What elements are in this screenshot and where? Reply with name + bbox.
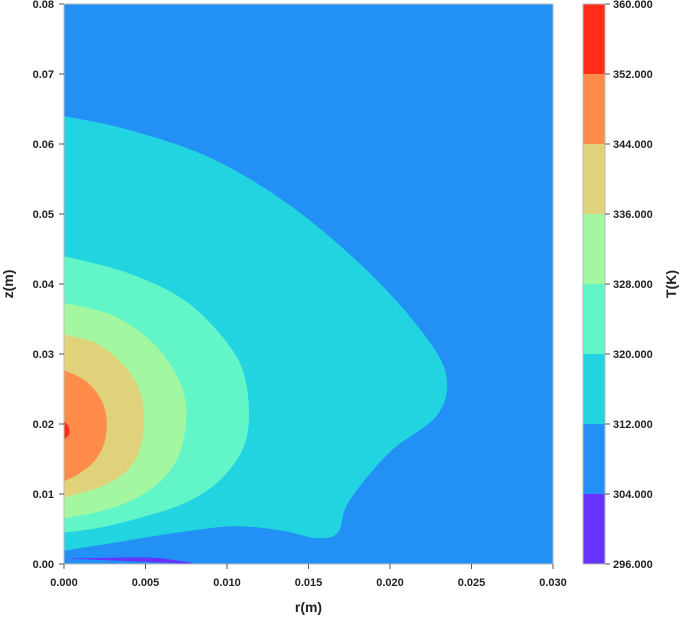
colorbar-tick-label: 304.000	[613, 489, 653, 501]
colorbar-swatch	[583, 4, 605, 74]
colorbar-tick-label: 312.000	[613, 419, 653, 431]
colorbar-swatch	[583, 214, 605, 284]
x-tick-label: 0.030	[539, 577, 567, 589]
x-axis: 0.000 0.005 0.010 0.015 0.020 0.025 0.030	[50, 564, 567, 589]
x-tick-label: 0.025	[458, 577, 486, 589]
colorbar-swatch	[583, 144, 605, 214]
x-tick-label: 0.010	[213, 577, 241, 589]
colorbar-swatch	[583, 284, 605, 354]
y-axis-label: z(m)	[0, 270, 16, 299]
x-tick-label: 0.000	[50, 577, 78, 589]
contour-band-352-360	[64, 420, 70, 440]
colorbar-tick-label: 336.000	[613, 209, 653, 221]
colorbar-tick-label: 296.000	[613, 559, 653, 571]
colorbar-tick-label: 328.000	[613, 279, 653, 291]
y-tick-label: 0.00	[33, 559, 54, 571]
x-axis-label: r(m)	[295, 599, 322, 615]
x-tick-label: 0.005	[132, 577, 160, 589]
y-tick-label: 0.08	[33, 0, 54, 11]
colorbar-tick-label: 352.000	[613, 69, 653, 81]
y-tick-label: 0.01	[33, 489, 54, 501]
colorbar-swatch	[583, 74, 605, 144]
contour-fill-layer	[64, 4, 553, 564]
x-tick-label: 0.015	[295, 577, 323, 589]
y-tick-label: 0.05	[33, 209, 54, 221]
colorbar: 296.000 304.000 312.000 320.000 328.000 336.0…	[582, 0, 653, 571]
colorbar-swatch	[583, 354, 605, 424]
colorbar-tick-label: 320.000	[613, 349, 653, 361]
y-tick-label: 0.02	[33, 419, 54, 431]
y-tick-label: 0.06	[33, 139, 54, 151]
contour-band-296-304	[64, 557, 195, 564]
contour-band-344-352	[64, 370, 107, 482]
colorbar-tick-label: 360.000	[613, 0, 653, 11]
colorbar-label: T(K)	[663, 270, 679, 298]
y-tick-label: 0.04	[33, 279, 55, 291]
y-tick-label: 0.03	[33, 349, 54, 361]
colorbar-tick-label: 344.000	[613, 139, 653, 151]
colorbar-swatch	[583, 424, 605, 494]
y-tick-label: 0.07	[33, 69, 54, 81]
x-tick-label: 0.020	[376, 577, 404, 589]
colorbar-swatch	[583, 494, 605, 564]
y-axis: 0.00 0.01 0.02 0.03 0.04 0.05 0.06 0.07 0.08	[33, 0, 64, 571]
